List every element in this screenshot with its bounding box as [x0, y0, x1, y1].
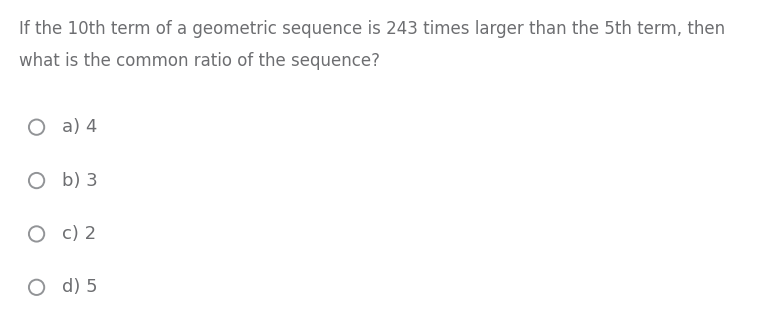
- Text: If the 10th term of a geometric sequence is 243 times larger than the 5th term, : If the 10th term of a geometric sequence…: [19, 20, 725, 38]
- Text: what is the common ratio of the sequence?: what is the common ratio of the sequence…: [19, 52, 380, 70]
- Text: c) 2: c) 2: [62, 225, 97, 243]
- Text: d) 5: d) 5: [62, 278, 98, 296]
- Text: a) 4: a) 4: [62, 118, 98, 136]
- Text: b) 3: b) 3: [62, 171, 98, 190]
